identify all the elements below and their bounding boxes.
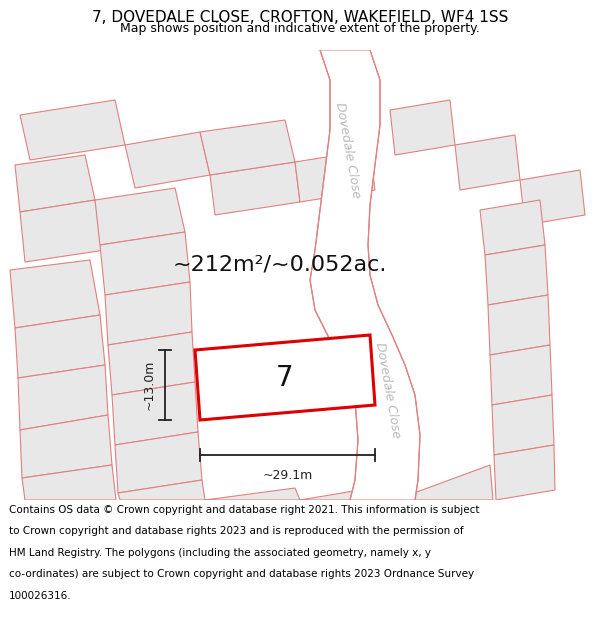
Polygon shape [310, 50, 420, 500]
Polygon shape [520, 170, 585, 225]
Text: 100026316.: 100026316. [9, 591, 71, 601]
Polygon shape [108, 332, 195, 395]
Text: ~212m²/~0.052ac.: ~212m²/~0.052ac. [173, 255, 387, 275]
Polygon shape [20, 415, 112, 478]
Text: to Crown copyright and database rights 2023 and is reproduced with the permissio: to Crown copyright and database rights 2… [9, 526, 464, 536]
Text: Map shows position and indicative extent of the property.: Map shows position and indicative extent… [120, 22, 480, 35]
Polygon shape [390, 100, 455, 155]
Polygon shape [195, 335, 375, 420]
Polygon shape [22, 465, 116, 500]
Text: co-ordinates) are subject to Crown copyright and database rights 2023 Ordnance S: co-ordinates) are subject to Crown copyr… [9, 569, 474, 579]
Polygon shape [494, 445, 555, 500]
Text: ~13.0m: ~13.0m [143, 360, 156, 410]
Polygon shape [485, 245, 548, 305]
Text: Contains OS data © Crown copyright and database right 2021. This information is : Contains OS data © Crown copyright and d… [9, 505, 479, 515]
Polygon shape [105, 282, 192, 345]
Polygon shape [15, 155, 95, 212]
Polygon shape [455, 135, 520, 190]
Polygon shape [20, 100, 125, 160]
Text: 7: 7 [276, 364, 294, 391]
Polygon shape [115, 432, 202, 493]
Polygon shape [490, 345, 552, 405]
Polygon shape [480, 200, 545, 255]
Polygon shape [10, 260, 100, 328]
Polygon shape [18, 365, 108, 430]
Text: HM Land Registry. The polygons (including the associated geometry, namely x, y: HM Land Registry. The polygons (includin… [9, 548, 431, 558]
Polygon shape [112, 382, 198, 445]
Polygon shape [492, 395, 554, 455]
Text: ~29.1m: ~29.1m [262, 469, 313, 482]
Polygon shape [488, 295, 550, 355]
Polygon shape [300, 485, 395, 500]
Polygon shape [395, 465, 493, 500]
Polygon shape [200, 120, 295, 175]
Polygon shape [125, 132, 210, 188]
Polygon shape [205, 488, 300, 500]
Text: Dovedale Close: Dovedale Close [333, 101, 363, 199]
Polygon shape [295, 150, 375, 202]
Polygon shape [118, 480, 205, 500]
Polygon shape [15, 315, 105, 378]
Text: 7, DOVEDALE CLOSE, CROFTON, WAKEFIELD, WF4 1SS: 7, DOVEDALE CLOSE, CROFTON, WAKEFIELD, W… [92, 10, 508, 25]
Polygon shape [20, 200, 105, 262]
Polygon shape [100, 232, 190, 295]
Polygon shape [210, 162, 300, 215]
Polygon shape [95, 188, 185, 245]
Text: Dovedale Close: Dovedale Close [373, 341, 403, 439]
